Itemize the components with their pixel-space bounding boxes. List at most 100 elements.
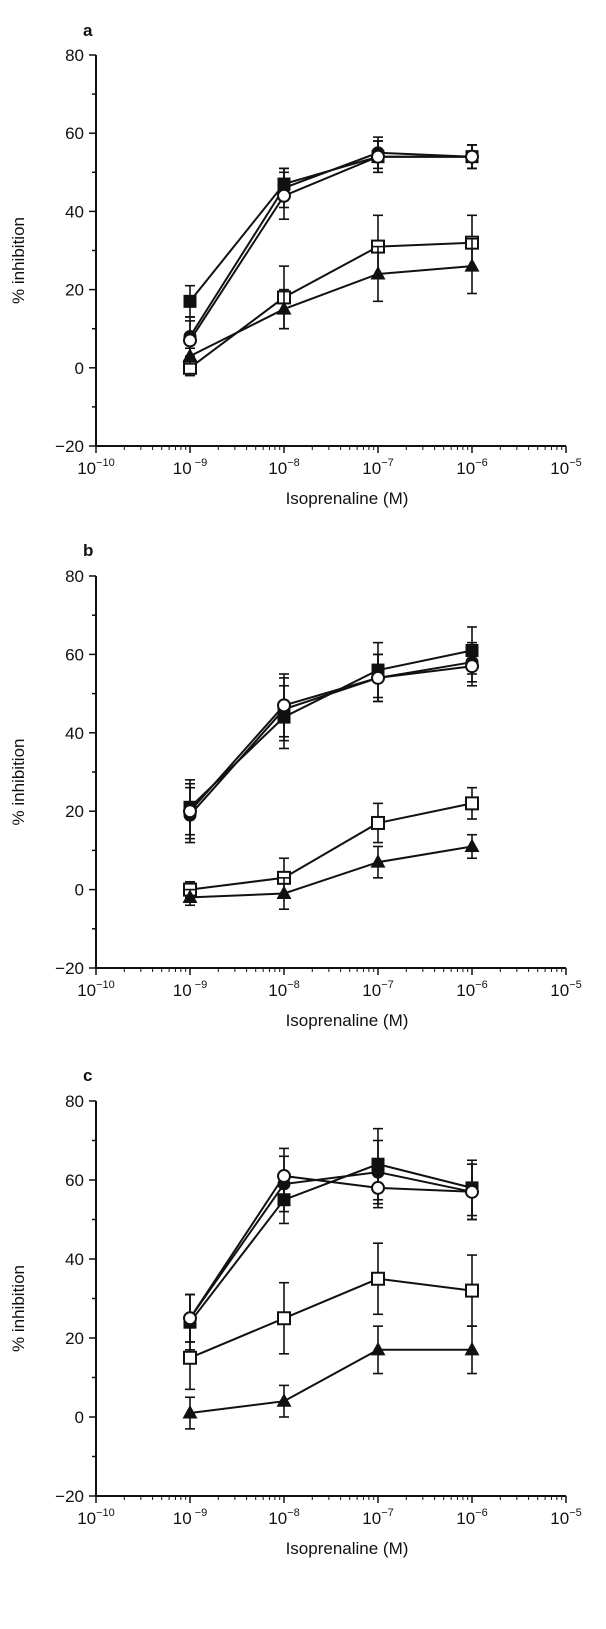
series-filled-square [183,1127,479,1351]
x-axis-label: Isoprenaline (M) [286,1011,409,1030]
series-line [189,265,473,357]
data-point [276,885,292,900]
y-axis-label: % inhibition [9,217,28,304]
data-point [371,670,385,685]
data-point [276,1393,292,1407]
series-line [189,241,473,369]
y-tick-label: 60 [65,124,84,143]
data-point [277,1311,291,1326]
series-line [189,1174,473,1319]
series-filled-circle [183,136,479,357]
data-point [277,698,291,713]
series-line [189,151,473,338]
x-tick-label: 10−6 [456,457,487,478]
series-line [189,845,473,899]
panel-letter: a [83,21,93,40]
data-point [370,265,386,280]
series-open-circle [183,1147,479,1343]
data-point [371,815,385,830]
data-point [183,333,197,348]
x-tick-label: 10−7 [362,457,393,478]
x-tick-label: 10−5 [550,979,581,1000]
series-open-square [183,786,479,899]
y-tick-label: 40 [65,724,84,743]
series-line [189,1171,473,1319]
data-point [371,1271,385,1286]
data-point [182,1405,198,1419]
series-line [189,1277,473,1359]
x-tick-label: 10−8 [268,457,299,478]
data-point [371,149,385,164]
series-filled-circle [183,641,479,844]
y-tick-label: 40 [65,1250,84,1269]
series-filled-circle [183,1139,479,1343]
y-tick-label: 20 [65,281,84,300]
series-filled-square [183,626,479,836]
y-tick-label: −20 [55,437,84,456]
data-point [465,796,479,811]
y-tick-label: 20 [65,1329,84,1348]
data-point [371,1180,385,1195]
data-point [183,1350,197,1365]
series-open-circle [183,140,479,361]
x-tick-label: 10 −9 [173,979,208,1000]
y-axis-label: % inhibition [9,1265,28,1352]
y-tick-label: 0 [75,881,84,900]
data-point [182,348,198,362]
data-point [464,838,480,852]
data-point [464,1341,480,1356]
data-point [276,301,292,315]
y-tick-label: 80 [65,1092,84,1111]
x-tick-label: 10−5 [550,457,581,478]
x-tick-label: 10−10 [77,979,115,1000]
data-point [277,1169,291,1184]
x-tick-label: 10−8 [268,1507,299,1528]
y-tick-label: 0 [75,1408,84,1427]
panel-c: c −20 0 20 40 60 80 10−10 10 −9 10−8 10−7 10−6 10−5 I… [9,1066,582,1558]
x-tick-label: 10−10 [77,457,115,478]
y-tick-label: 20 [65,802,84,821]
series-line [189,802,473,891]
series-filled-triangle [182,1325,480,1430]
data-point [277,188,291,203]
y-tick-label: −20 [55,1487,84,1506]
data-point [183,294,197,308]
x-tick-label: 10−8 [268,979,299,1000]
series-open-square [183,214,479,377]
y-axis-label: % inhibition [9,739,28,826]
panel-b: b −20 0 20 40 60 80 10−10 10 −9 10−8 10−7 10−6 10−5 I… [9,541,582,1030]
y-tick-label: 80 [65,567,84,586]
series-line [189,155,472,341]
x-axis-label: Isoprenaline (M) [286,489,409,508]
data-point [183,1311,197,1326]
y-tick-label: 40 [65,202,84,221]
series-line [189,649,473,809]
data-point [183,804,197,819]
data-point [370,854,386,868]
data-point [182,889,198,903]
x-tick-label: 10−6 [456,1507,487,1528]
x-tick-label: 10−7 [362,1507,393,1528]
series-line [189,665,473,812]
x-tick-label: 10−5 [550,1507,581,1528]
series-filled-triangle [182,237,480,365]
y-tick-label: 60 [65,645,84,664]
series-line [189,155,472,302]
data-point [465,1283,479,1298]
x-tick-label: 10 −9 [173,457,208,478]
data-point [465,1184,479,1199]
data-point [464,258,480,272]
panel-letter: c [83,1066,92,1085]
y-tick-label: 80 [65,46,84,65]
y-tick-label: 60 [65,1171,84,1190]
series-open-square [183,1242,479,1391]
data-point [465,659,479,674]
y-tick-label: 0 [75,359,84,378]
y-tick-label: −20 [55,959,84,978]
data-point [465,149,479,164]
panel-a: a −20 0 20 40 60 80 10−10 10 −9 10−8 10−7 10−6 10−5 I… [9,21,582,508]
series-open-circle [183,645,479,840]
x-tick-label: 10−7 [362,979,393,1000]
x-tick-label: 10−6 [456,979,487,1000]
